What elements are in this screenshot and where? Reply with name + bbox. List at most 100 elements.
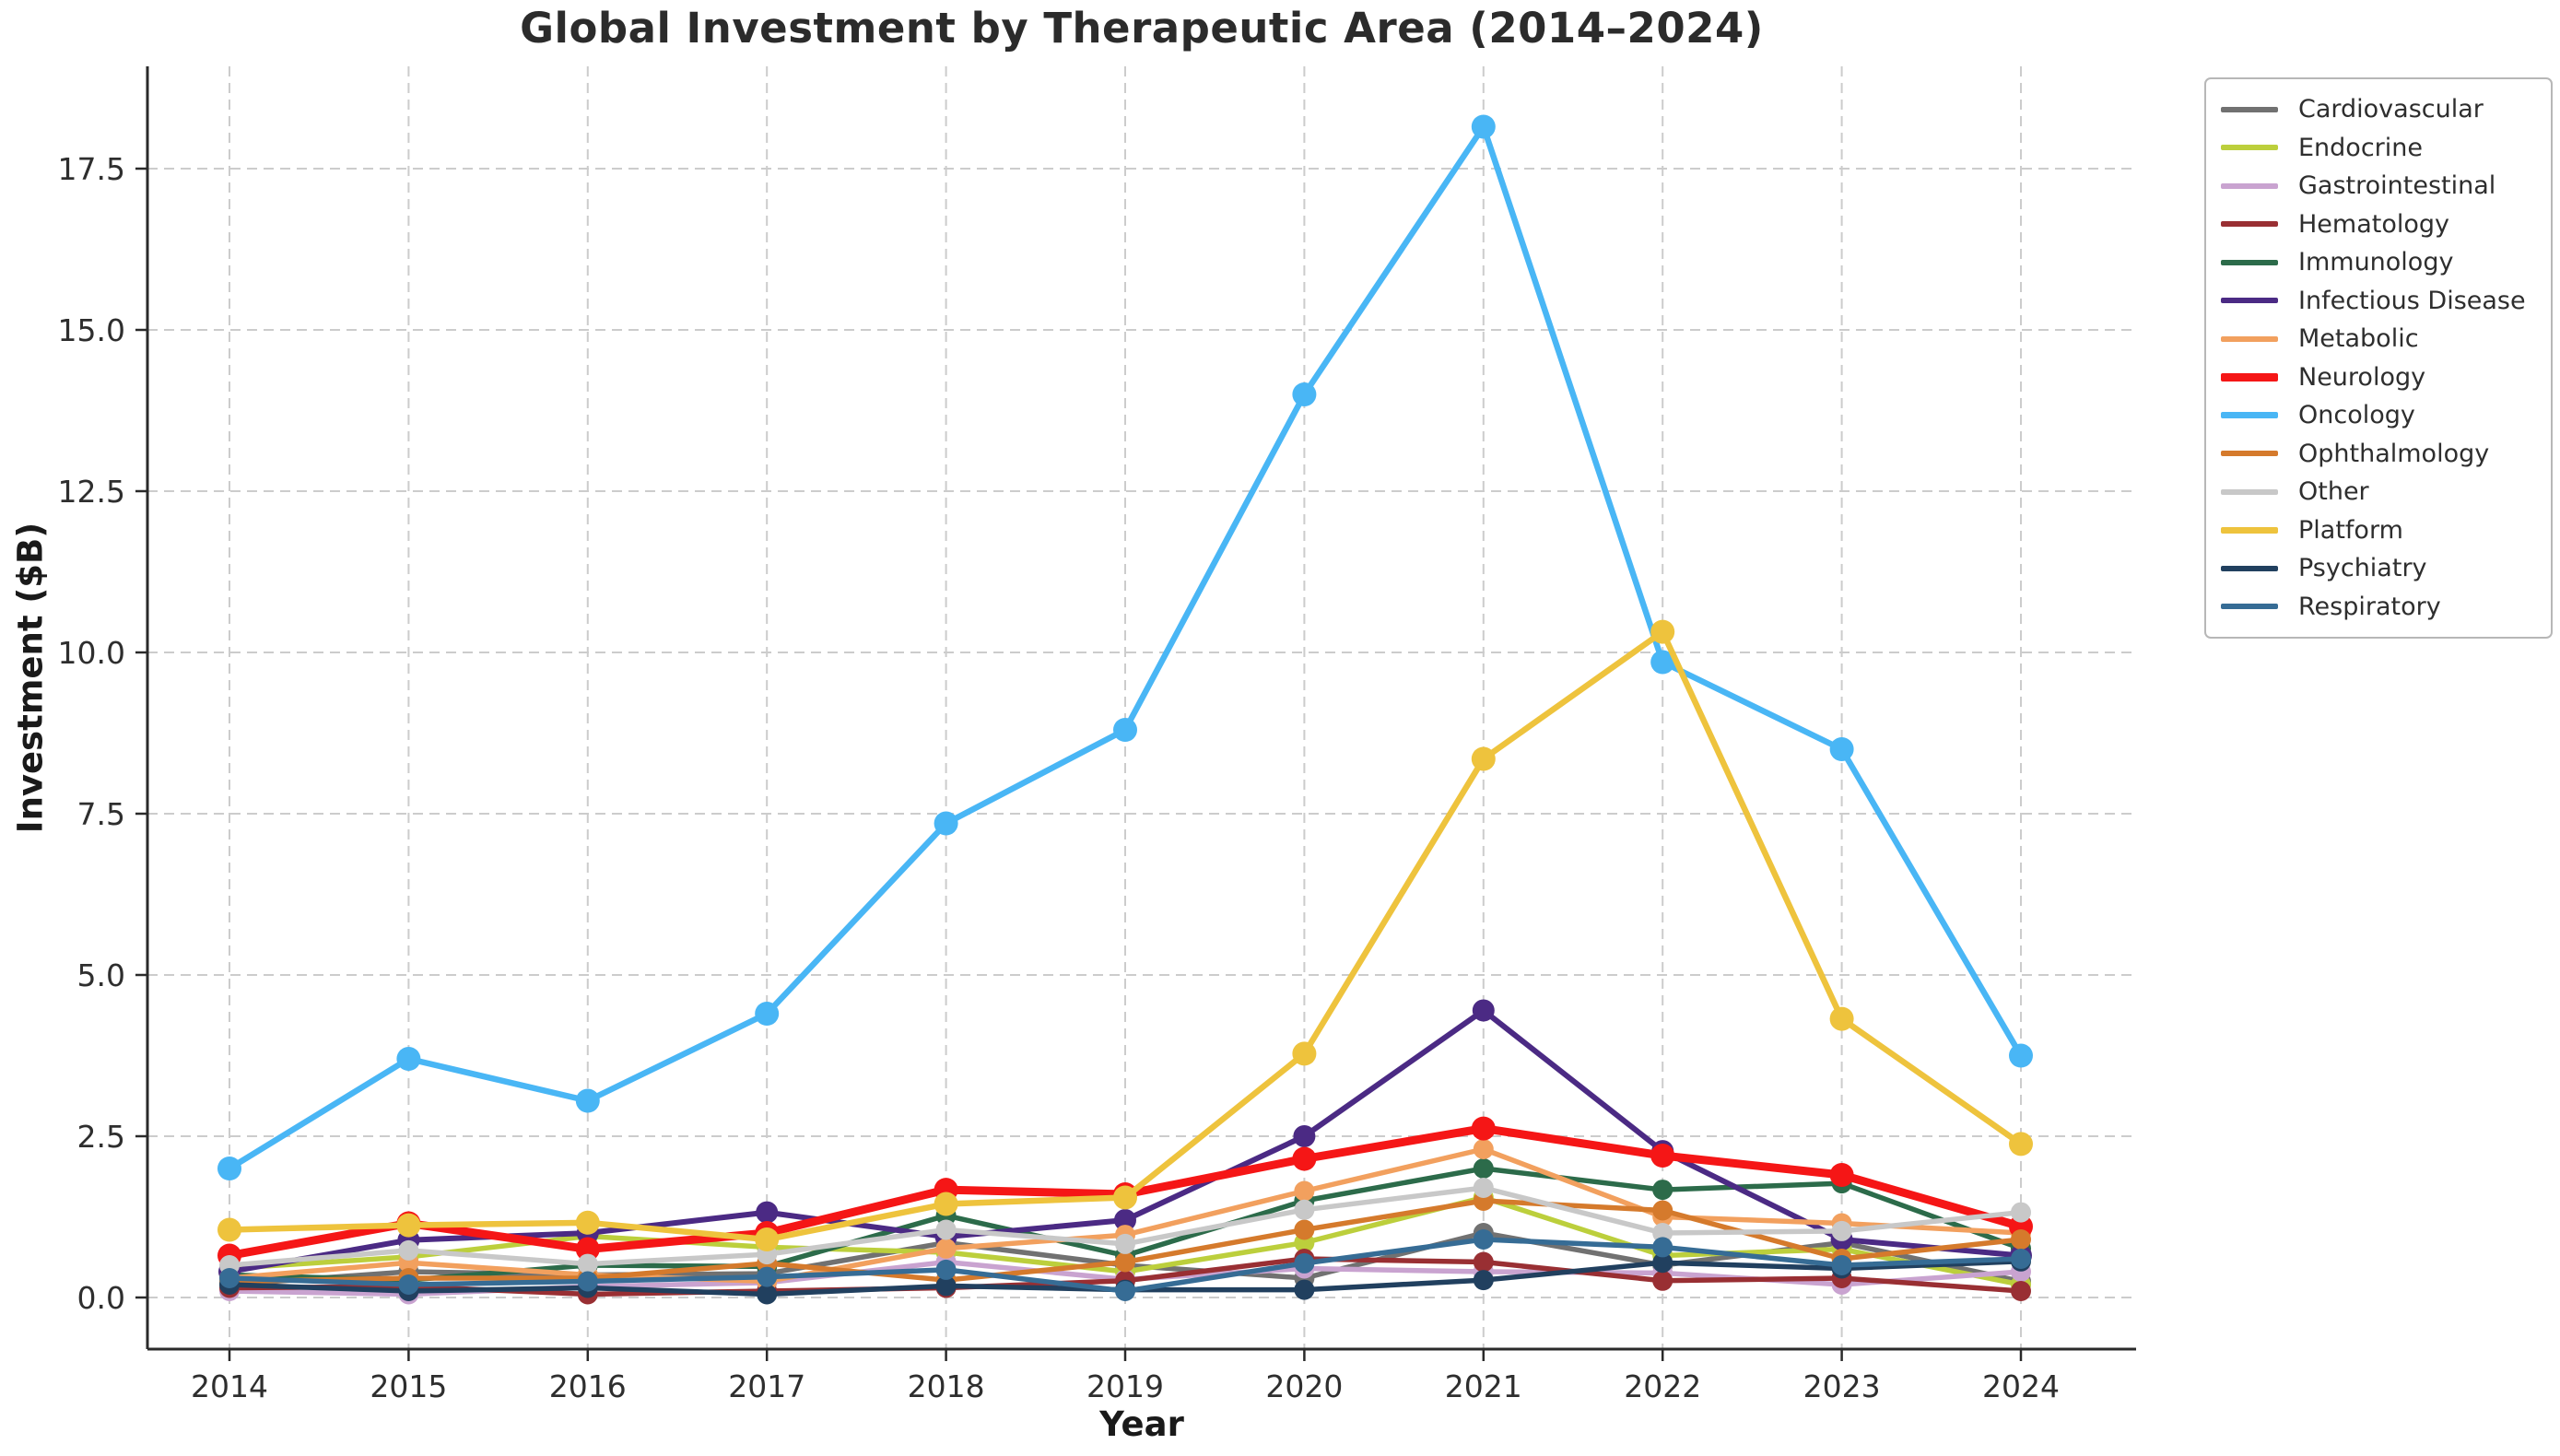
- chart-title: Global Investment by Therapeutic Area (2…: [520, 4, 1764, 53]
- data-point-oncology-2018: [934, 811, 958, 836]
- data-point-oncology-2024: [2009, 1043, 2033, 1068]
- data-point-respiratory-2019: [1115, 1281, 1135, 1301]
- data-point-respiratory-2014: [219, 1268, 240, 1288]
- data-point-psychiatry-2017: [757, 1284, 778, 1305]
- data-point-respiratory-2022: [1652, 1237, 1673, 1258]
- data-point-psychiatry-2018: [935, 1275, 957, 1297]
- legend-line-sample-endocrine: [2221, 145, 2278, 151]
- legend-line-sample-immunology: [2221, 259, 2278, 265]
- data-point-platform-2014: [217, 1217, 241, 1242]
- legend-item-metabolic: Metabolic: [2221, 320, 2538, 358]
- legend-label: Ophthalmology: [2298, 439, 2490, 468]
- legend-line-sample-ophthalmology: [2221, 451, 2278, 457]
- data-point-oncology-2022: [1650, 650, 1675, 675]
- legend-line-sample-oncology: [2221, 412, 2278, 419]
- data-point-platform-2015: [396, 1213, 421, 1238]
- svg-text:2015: 2015: [370, 1368, 447, 1404]
- legend-label: Metabolic: [2298, 324, 2419, 354]
- legend-item-neurology: Neurology: [2221, 358, 2538, 397]
- legend-item-other: Other: [2221, 473, 2538, 511]
- x-axis-label: Year: [1099, 1404, 1184, 1444]
- data-point-ophthalmology-2022: [1652, 1200, 1673, 1221]
- legend-item-respiratory: Respiratory: [2221, 588, 2538, 627]
- data-point-other-2023: [1831, 1220, 1852, 1241]
- legend-line-sample-hematology: [2221, 221, 2278, 228]
- data-point-psychiatry-2020: [1294, 1279, 1315, 1300]
- data-point-other-2021: [1473, 1178, 1494, 1198]
- legend-label: Neurology: [2298, 362, 2426, 392]
- data-point-respiratory-2020: [1294, 1252, 1315, 1274]
- legend-item-psychiatry: Psychiatry: [2221, 549, 2538, 588]
- svg-text:2014: 2014: [191, 1368, 268, 1404]
- legend-label: Immunology: [2298, 248, 2454, 277]
- data-point-platform-2019: [1113, 1185, 1137, 1210]
- data-point-platform-2024: [2009, 1132, 2033, 1157]
- data-point-neurology-2016: [575, 1237, 600, 1262]
- series-platform: [217, 619, 2033, 1251]
- data-point-psychiatry-2021: [1473, 1270, 1494, 1291]
- data-point-respiratory-2024: [2011, 1249, 2031, 1269]
- data-point-psychiatry-2022: [1652, 1252, 1673, 1274]
- legend-line-sample-gastrointestinal: [2221, 182, 2278, 189]
- y-axis-ticks: 0.0 2.5 5.0 7.5 10.0 12.5 15.0 17.5: [58, 151, 147, 1316]
- data-point-platform-2020: [1292, 1041, 1317, 1066]
- legend-label: Oncology: [2298, 401, 2415, 430]
- svg-text:17.5: 17.5: [58, 151, 125, 187]
- legend-line-sample-other: [2221, 488, 2278, 495]
- data-point-other-2016: [577, 1253, 598, 1274]
- legend-line-sample-psychiatry: [2221, 565, 2278, 571]
- legend-line-sample-respiratory: [2221, 604, 2278, 610]
- svg-text:2019: 2019: [1086, 1368, 1164, 1404]
- data-point-other-2019: [1115, 1233, 1135, 1254]
- data-point-respiratory-2016: [577, 1271, 598, 1292]
- data-point-immunology-2021: [1473, 1158, 1494, 1179]
- data-point-infectious-disease-2019: [1114, 1209, 1136, 1231]
- legend-line-sample-cardiovascular: [2221, 106, 2278, 112]
- data-point-platform-2023: [1829, 1006, 1854, 1031]
- data-point-neurology-2022: [1650, 1144, 1675, 1168]
- data-point-oncology-2020: [1292, 382, 1317, 406]
- data-point-other-2018: [935, 1219, 957, 1240]
- data-point-respiratory-2018: [935, 1259, 957, 1280]
- legend-label: Gastrointestinal: [2298, 171, 2496, 201]
- svg-text:12.5: 12.5: [58, 474, 125, 510]
- legend-item-immunology: Immunology: [2221, 243, 2538, 282]
- legend-label: Respiratory: [2298, 592, 2441, 621]
- data-point-oncology-2019: [1113, 718, 1137, 742]
- data-point-platform-2017: [755, 1227, 780, 1251]
- data-point-respiratory-2017: [757, 1266, 778, 1287]
- legend-label: Hematology: [2298, 209, 2450, 239]
- legend-label: Other: [2298, 477, 2369, 507]
- data-point-respiratory-2023: [1831, 1255, 1852, 1275]
- x-axis-ticks: 2014 2015 2016 2017 2018 2019 2020 2021 2022 2023…: [191, 1349, 2060, 1404]
- legend-item-endocrine: Endocrine: [2221, 129, 2538, 168]
- data-point-metabolic-2021: [1473, 1139, 1494, 1159]
- legend-item-cardiovascular: Cardiovascular: [2221, 90, 2538, 129]
- data-point-other-2020: [1294, 1199, 1315, 1220]
- data-point-hematology-2022: [1652, 1270, 1673, 1291]
- legend-item-gastrointestinal: Gastrointestinal: [2221, 167, 2538, 205]
- data-point-infectious-disease-2020: [1293, 1125, 1316, 1147]
- legend-item-hematology: Hematology: [2221, 205, 2538, 244]
- data-point-metabolic-2018: [935, 1238, 957, 1259]
- svg-text:2.5: 2.5: [77, 1119, 125, 1155]
- legend-label: Psychiatry: [2298, 554, 2427, 583]
- legend-label: Infectious Disease: [2298, 286, 2526, 315]
- data-point-other-2022: [1652, 1223, 1673, 1243]
- svg-text:2024: 2024: [1982, 1368, 2060, 1404]
- legend-line-sample-metabolic: [2221, 335, 2278, 342]
- data-point-neurology-2021: [1471, 1116, 1496, 1141]
- grid: [147, 66, 2136, 1349]
- svg-text:2016: 2016: [549, 1368, 627, 1404]
- data-point-respiratory-2021: [1473, 1229, 1494, 1250]
- svg-text:2021: 2021: [1445, 1368, 1522, 1404]
- data-point-ophthalmology-2019: [1115, 1251, 1135, 1273]
- data-point-metabolic-2020: [1294, 1180, 1315, 1202]
- legend-item-infectious-disease: Infectious Disease: [2221, 282, 2538, 321]
- svg-text:7.5: 7.5: [77, 796, 125, 832]
- legend-item-oncology: Oncology: [2221, 396, 2538, 435]
- data-point-ophthalmology-2020: [1294, 1219, 1315, 1240]
- svg-text:2020: 2020: [1265, 1368, 1343, 1404]
- axes-spines: [146, 66, 2136, 1351]
